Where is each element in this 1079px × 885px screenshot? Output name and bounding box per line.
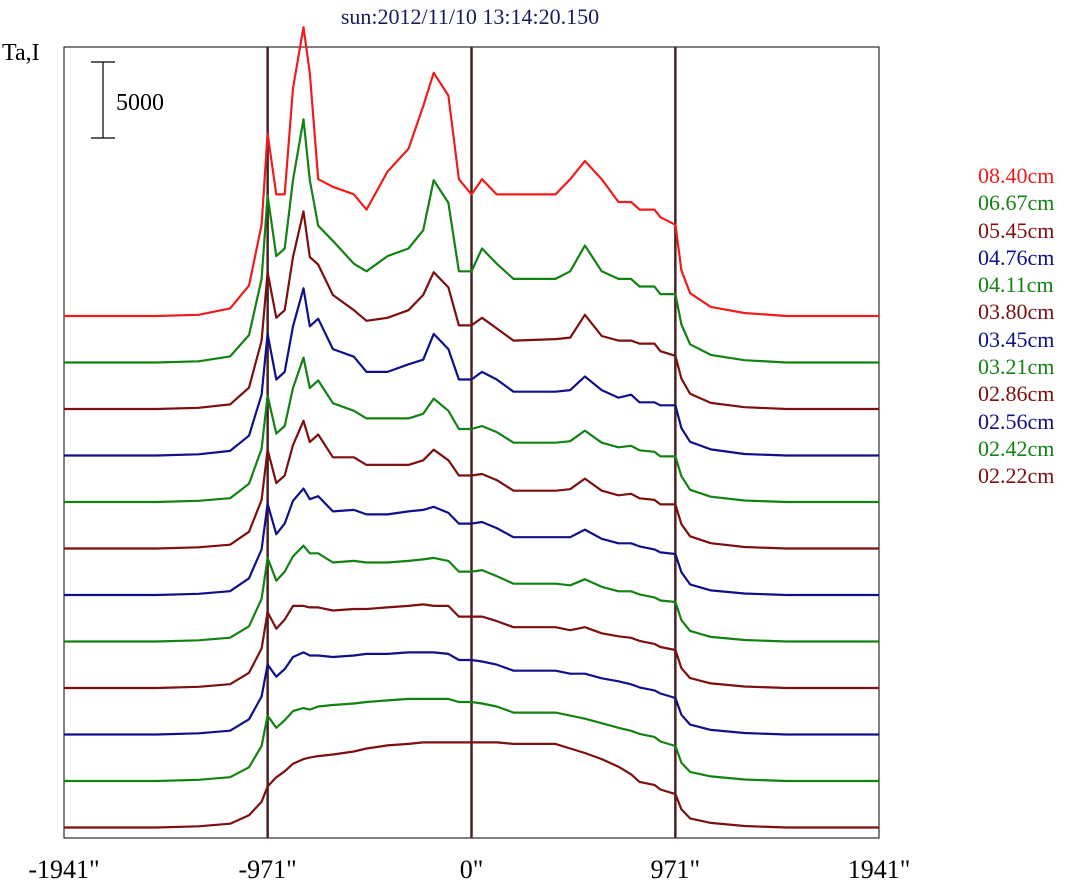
series-line-03.45cm xyxy=(64,487,879,597)
chart-title: sun:2012/11/10 13:14:20.150 xyxy=(340,4,600,29)
series-line-02.22cm xyxy=(64,741,879,829)
scale-bar-label: 5000 xyxy=(116,90,164,116)
legend-item-04.76cm: 04.76cm xyxy=(978,244,1055,270)
y-axis-label: Ta,I xyxy=(2,40,40,66)
x-tick-label-4: 1941" xyxy=(848,855,911,884)
series-line-02.86cm xyxy=(64,603,879,690)
series-line-02.56cm xyxy=(64,651,879,736)
legend: 08.40cm 06.67cm 05.45cm 04.76cm 04.11cm 03.80… xyxy=(978,162,1054,490)
series-line-04.76cm xyxy=(64,287,879,457)
series-line-03.80cm xyxy=(64,419,879,550)
x-tick-label-0: -1941" xyxy=(28,855,99,884)
x-tick-label-3: 971" xyxy=(651,855,701,884)
series-line-04.11cm xyxy=(64,356,879,504)
series-line-05.45cm xyxy=(64,210,879,411)
series-line-06.67cm xyxy=(64,118,879,364)
legend-item-03.80cm: 03.80cm xyxy=(978,299,1055,325)
legend-item-02.56cm: 02.56cm xyxy=(978,408,1055,434)
series-line-08.40cm xyxy=(64,26,879,318)
x-tick-label-1: -971" xyxy=(239,855,297,884)
x-tick-label-2: 0" xyxy=(460,855,484,884)
series-line-03.21cm xyxy=(64,544,879,643)
legend-item-02.42cm: 02.42cm xyxy=(978,435,1055,461)
legend-item-02.22cm: 02.22cm xyxy=(978,463,1055,489)
legend-item-04.11cm: 04.11cm xyxy=(978,272,1054,298)
legend-item-03.45cm: 03.45cm xyxy=(978,326,1055,352)
series-line-02.42cm xyxy=(64,697,879,783)
legend-item-05.45cm: 05.45cm xyxy=(978,217,1055,243)
legend-item-08.40cm: 08.40cm xyxy=(978,163,1055,188)
legend-item-03.21cm: 03.21cm xyxy=(978,354,1055,380)
legend-item-06.67cm: 06.67cm xyxy=(978,190,1055,216)
legend-item-02.86cm: 02.86cm xyxy=(978,381,1055,407)
